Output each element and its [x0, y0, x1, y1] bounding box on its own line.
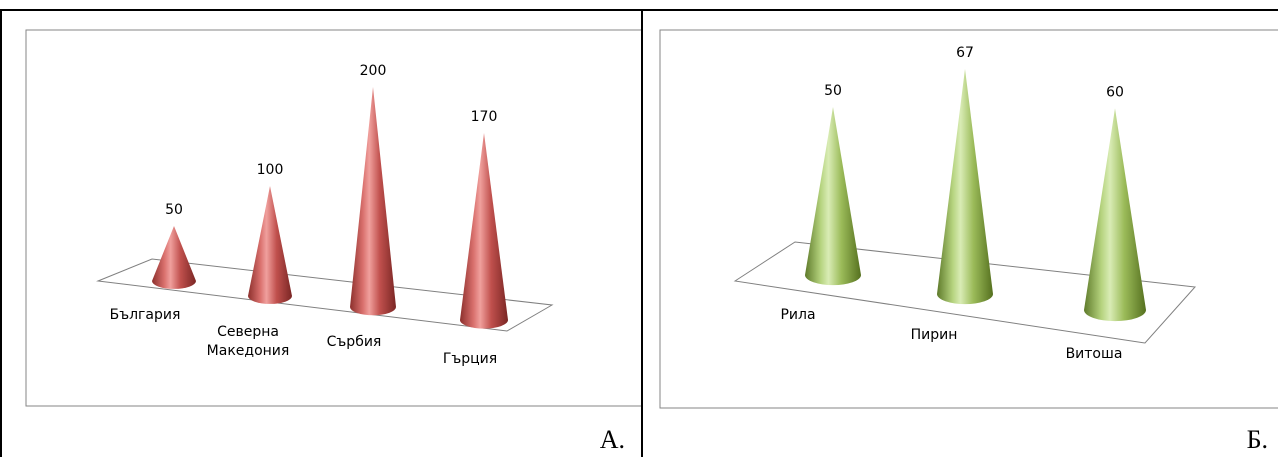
data-label: 50: [824, 83, 842, 99]
panel-a: 50 България 100 Северна Македония 200 Сърбия 17…: [0, 9, 643, 457]
cone-3: [1084, 108, 1146, 322]
data-label: 60: [1106, 84, 1124, 100]
category-label: Пирин: [911, 327, 958, 343]
category-label: Гърция: [443, 351, 497, 367]
data-label: 200: [360, 63, 387, 79]
cone-1: [152, 226, 196, 289]
data-label: 170: [471, 109, 498, 125]
data-label: 50: [165, 202, 183, 218]
chart-b: 50 Рила 67 Пирин 60 Витоша: [659, 29, 1278, 409]
floor-plane: [733, 241, 1197, 344]
data-label: 100: [257, 162, 284, 178]
panel-b: 50 Рила 67 Пирин 60 Витоша Б.: [643, 9, 1278, 457]
chart-a: 50 България 100 Северна Македония 200 Сърбия 17…: [25, 29, 641, 407]
category-label: Северна Македония: [207, 324, 290, 359]
chart-area-frame: [25, 29, 641, 407]
cone-2: [248, 186, 293, 304]
category-label: Витоша: [1066, 346, 1123, 362]
data-label: 67: [956, 45, 974, 61]
category-label: България: [110, 307, 181, 323]
category-label: Рила: [780, 307, 815, 323]
cone-2: [937, 68, 993, 305]
panel-label-a: А.: [599, 425, 625, 454]
panel-label-b: Б.: [1246, 425, 1268, 454]
cone-3: [350, 87, 396, 316]
category-label: Сърбия: [327, 334, 382, 350]
cone-1: [805, 107, 861, 286]
cone-4: [460, 133, 508, 329]
chart-area-frame: [659, 29, 1278, 409]
